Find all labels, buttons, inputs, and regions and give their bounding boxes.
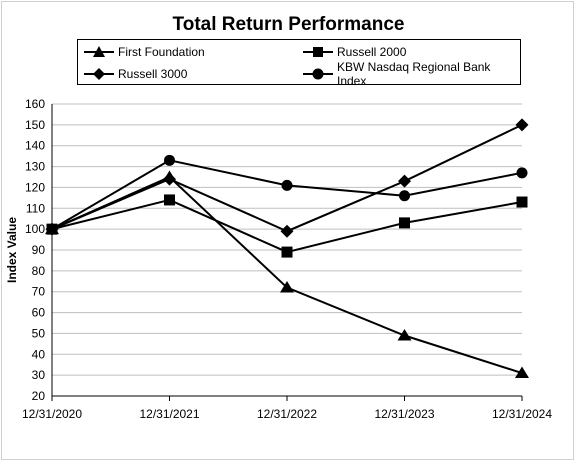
- chart-legend: First Foundation Russell 2000 Russell 30…: [77, 39, 521, 88]
- gridlines: [52, 103, 522, 376]
- x-tick-label: 12/31/2022: [257, 407, 317, 421]
- y-tick-label: 130: [25, 160, 45, 174]
- y-tick-label: 120: [25, 180, 45, 194]
- data-point-russell-3000: [398, 174, 411, 188]
- chart-title: Total Return Performance: [172, 14, 405, 35]
- legend-item-russell-3000: Russell 3000: [84, 64, 187, 84]
- data-point-russell-3000: [163, 172, 176, 186]
- legend-label: Russell 3000: [118, 67, 188, 81]
- y-tick-label: 90: [32, 243, 46, 257]
- circle-marker-icon: [303, 68, 333, 80]
- legend-item-first-foundation: First Foundation: [84, 42, 205, 62]
- data-point-kbw-nasdaq-regional-bank-index: [516, 167, 528, 179]
- y-tick-label: 20: [32, 389, 46, 403]
- data-point-russell-3000: [280, 224, 294, 238]
- series-line-kbw-nasdaq-regional-bank-index: [51, 159, 523, 231]
- diamond-marker-icon: [84, 68, 114, 80]
- legend-item-russell-2000: Russell 2000: [303, 42, 406, 62]
- data-point-russell-3000: [515, 118, 529, 132]
- data-point-kbw-nasdaq-regional-bank-index: [281, 179, 293, 191]
- data-point-russell-2000: [164, 194, 175, 206]
- y-tick-label: 140: [25, 139, 45, 153]
- y-tick-label: 40: [32, 347, 46, 361]
- data-point-first-foundation: [397, 329, 412, 341]
- data-point-russell-2000: [399, 217, 410, 229]
- square-marker-icon: [303, 47, 333, 57]
- y-tick-label: 50: [32, 326, 46, 340]
- legend-item-kbw-index: KBW Nasdaq Regional Bank Index: [303, 60, 520, 88]
- y-tick-label: 60: [32, 306, 46, 320]
- y-tick-label: 100: [25, 222, 45, 236]
- y-axis-label: Index Value: [5, 217, 19, 283]
- data-point-russell-2000: [281, 246, 293, 258]
- legend-label: KBW Nasdaq Regional Bank Index: [337, 60, 491, 88]
- x-axis-ticks: 12/31/2020 12/31/2021 12/31/2022 12/31/2023…: [22, 407, 552, 421]
- y-tick-label: 30: [32, 368, 46, 382]
- x-tick-label: 12/31/2023: [374, 407, 434, 421]
- x-tick-label: 12/31/2024: [492, 407, 552, 421]
- x-tick-label: 12/31/2021: [139, 407, 199, 421]
- data-point-kbw-nasdaq-regional-bank-index: [164, 154, 175, 166]
- y-tick-label: 110: [26, 201, 45, 215]
- data-point-first-foundation: [515, 366, 529, 379]
- y-tick-label: 150: [25, 118, 45, 132]
- y-axis-ticks: 20 30 40 50 60 70 80 90 100 110 120 130 140 150 160: [25, 97, 45, 403]
- data-point-first-foundation: [280, 281, 294, 293]
- series-line-first-foundation: [51, 175, 523, 375]
- axes: [51, 104, 523, 401]
- data-point-kbw-nasdaq-regional-bank-index: [46, 223, 58, 235]
- triangle-marker-icon: [84, 46, 114, 57]
- data-point-russell-2000: [516, 196, 528, 208]
- legend-label: Russell 2000: [337, 45, 407, 59]
- y-tick-label: 160: [25, 97, 45, 111]
- x-tick-label: 12/31/2020: [22, 407, 82, 421]
- y-tick-label: 80: [32, 264, 46, 278]
- legend-label: First Foundation: [118, 45, 205, 59]
- series-markers: [45, 118, 529, 379]
- data-point-kbw-nasdaq-regional-bank-index: [399, 190, 410, 202]
- y-tick-label: 70: [32, 285, 46, 299]
